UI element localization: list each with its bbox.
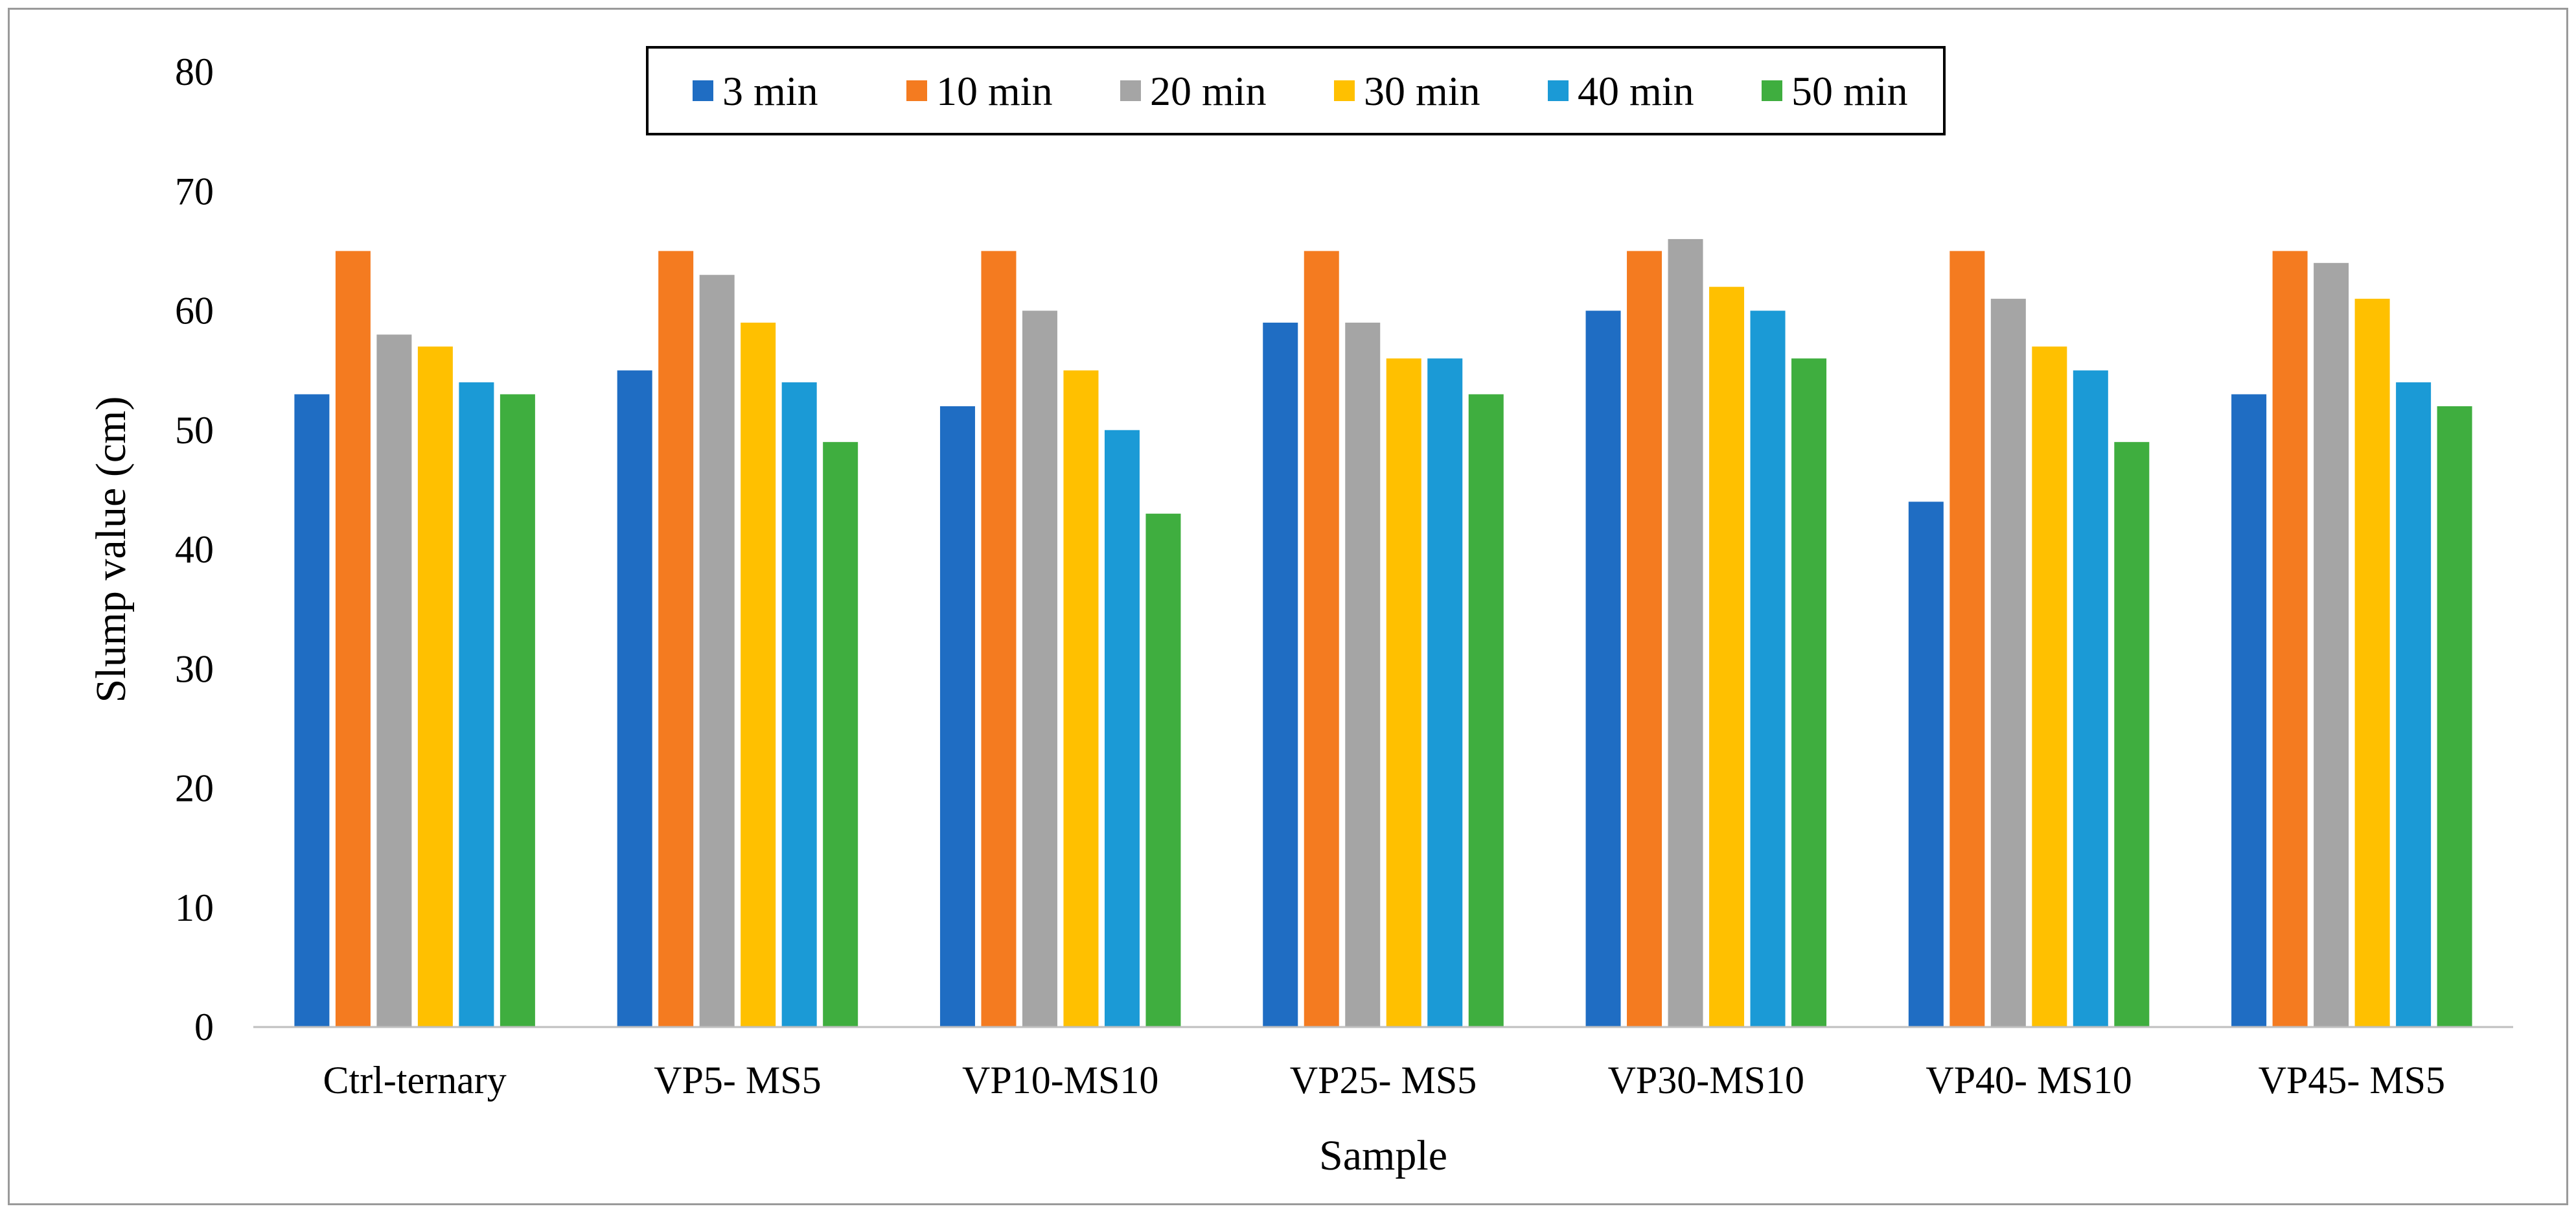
bar [1990, 299, 2026, 1028]
bar [699, 275, 735, 1028]
bar [1709, 286, 1745, 1027]
bar [981, 251, 1017, 1027]
chart-frame: 0 10 20 30 40 50 60 70 80 Ctrl-ternary VP5- MS5 VP… [8, 8, 2568, 1205]
bar [417, 346, 453, 1027]
y-tick-label: 80 [175, 51, 214, 93]
legend-label: 40 min [1578, 68, 1694, 114]
bar [2073, 370, 2108, 1027]
bar [1791, 358, 1827, 1028]
bar [2437, 406, 2472, 1027]
x-tick-label: VP40- MS10 [1926, 1059, 2132, 1102]
bars [294, 238, 2472, 1028]
bar [1585, 310, 1621, 1027]
legend-swatch [906, 80, 927, 101]
y-tick-label: 70 [175, 170, 214, 213]
y-tick-label: 0 [194, 1006, 214, 1048]
bar [2114, 442, 2150, 1027]
legend-box [646, 46, 1946, 135]
bar [1304, 251, 1339, 1027]
legend-label: 20 min [1150, 68, 1267, 114]
bar-chart: 0 10 20 30 40 50 60 70 80 Ctrl-ternary VP5- MS5 VP… [87, 46, 2513, 1179]
bar [823, 442, 858, 1027]
y-tick-label: 20 [175, 767, 214, 810]
y-axis-ticks: 0 10 20 30 40 50 60 70 80 [175, 51, 214, 1048]
bar [2396, 382, 2432, 1027]
legend-label: 30 min [1364, 68, 1480, 114]
bar [1908, 502, 1944, 1027]
legend-swatch [693, 80, 713, 101]
legend-label: 50 min [1791, 68, 1908, 114]
y-tick-label: 50 [175, 409, 214, 452]
legend-swatch [1762, 80, 1782, 101]
x-tick-label: VP45- MS5 [2259, 1059, 2445, 1102]
y-tick-label: 10 [175, 886, 214, 929]
bar [1627, 251, 1662, 1027]
bar [781, 382, 817, 1027]
bar [1022, 310, 1057, 1027]
x-tick-label: Ctrl-ternary [323, 1059, 507, 1102]
y-tick-label: 40 [175, 528, 214, 571]
y-tick-label: 60 [175, 290, 214, 332]
x-tick-label: VP5- MS5 [654, 1059, 821, 1102]
bar [741, 322, 776, 1027]
bar [1668, 238, 1703, 1028]
bar [939, 406, 975, 1027]
x-axis-title: Sample [1319, 1132, 1447, 1179]
legend-swatch [1548, 80, 1569, 101]
bar [2032, 346, 2067, 1027]
bar [1750, 310, 1786, 1027]
legend-swatch [1334, 80, 1355, 101]
bar [1427, 358, 1463, 1028]
bar [2354, 299, 2390, 1028]
bar [1145, 513, 1181, 1027]
legend-label: 10 min [936, 68, 1053, 114]
bar [2314, 262, 2349, 1027]
x-axis-ticks: Ctrl-ternary VP5- MS5 VP10-MS10 VP25- MS5 VP… [323, 1059, 2446, 1102]
legend: 3 min 10 min 20 min 30 min 40 min 50 min [646, 46, 1946, 135]
bar [1386, 358, 1421, 1028]
bar [1949, 251, 1985, 1027]
x-tick-label: VP30-MS10 [1608, 1059, 1804, 1102]
legend-label: 3 min [722, 68, 818, 114]
bar [376, 334, 412, 1027]
bar [335, 251, 371, 1027]
bar [294, 394, 330, 1027]
bar [500, 394, 535, 1027]
bar [1263, 322, 1298, 1027]
bar [1345, 322, 1381, 1027]
bar [1468, 394, 1504, 1027]
bar [2231, 394, 2267, 1027]
x-tick-label: VP10-MS10 [962, 1059, 1158, 1102]
bar [2272, 251, 2308, 1027]
bar [617, 370, 652, 1027]
bar [1063, 370, 1099, 1027]
bar [658, 251, 694, 1027]
bar [1104, 430, 1140, 1027]
bar [459, 382, 494, 1027]
x-tick-label: VP25- MS5 [1290, 1059, 1477, 1102]
legend-swatch [1120, 80, 1141, 101]
y-tick-label: 30 [175, 647, 214, 690]
y-axis-title: Slump value (cm) [87, 397, 135, 703]
